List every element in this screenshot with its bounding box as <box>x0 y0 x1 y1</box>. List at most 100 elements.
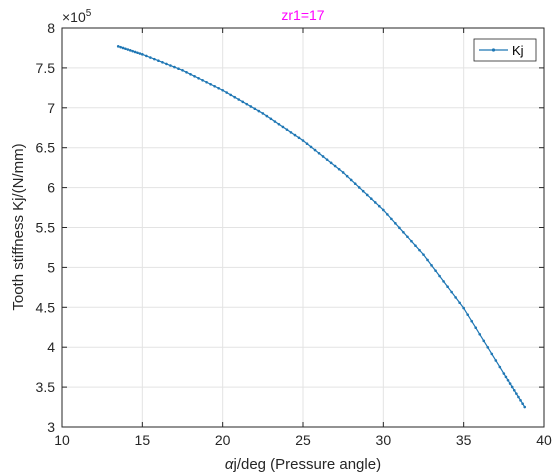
data-point <box>153 57 156 61</box>
data-point <box>369 197 373 200</box>
data-point <box>213 84 216 88</box>
data-point <box>221 88 224 92</box>
y-tick-label: 6 <box>47 180 55 196</box>
data-point <box>329 161 333 165</box>
data-point <box>378 204 381 208</box>
data-point <box>442 280 445 283</box>
data-point <box>462 306 465 310</box>
y-tick-label: 3.5 <box>36 379 56 395</box>
data-point <box>446 285 449 289</box>
data-point <box>237 98 241 101</box>
data-point <box>261 112 265 115</box>
data-point <box>131 49 134 53</box>
x-tick-label: 20 <box>215 432 231 448</box>
data-point <box>517 395 520 399</box>
data-point <box>116 45 120 48</box>
data-point <box>398 226 401 230</box>
data-point <box>169 64 172 67</box>
data-point <box>165 62 168 66</box>
data-point <box>257 109 261 113</box>
data-point <box>185 70 188 74</box>
data-point <box>161 61 164 64</box>
data-point <box>374 201 377 204</box>
data-point <box>293 133 297 137</box>
data-point <box>233 95 237 99</box>
x-tick-labels: 10 15 20 25 30 35 40 <box>54 432 552 448</box>
data-point <box>157 59 160 63</box>
data-point <box>337 167 341 171</box>
data-point <box>245 102 249 106</box>
data-point <box>325 158 329 161</box>
data-point <box>333 164 337 168</box>
y-tick-label: 7.5 <box>36 60 56 76</box>
data-point <box>277 122 281 126</box>
data-point <box>430 264 433 267</box>
x-axis-label-symbol: α <box>225 456 234 473</box>
y-tick-label: 5.5 <box>36 220 56 236</box>
data-point <box>458 301 461 305</box>
x-tick-label: 30 <box>376 432 392 448</box>
x-axis-label-text: j/deg (Pressure angle) <box>232 456 381 473</box>
series-layer <box>116 45 527 409</box>
data-point <box>422 253 425 256</box>
data-point <box>386 213 389 216</box>
data-point <box>273 120 277 123</box>
y-tick-labels: 3 3.5 4 4.5 5 5.5 6 6.5 7 7.5 8 <box>36 20 56 435</box>
data-point <box>478 332 482 336</box>
data-point <box>402 230 405 234</box>
data-point <box>229 93 232 97</box>
data-point <box>201 78 204 82</box>
data-point <box>523 405 527 409</box>
data-point <box>512 388 516 392</box>
legend: Kj <box>473 38 537 62</box>
data-point <box>349 178 353 182</box>
y-exponent-power: 5 <box>86 8 92 19</box>
data-point <box>313 148 317 152</box>
data-point <box>341 171 345 174</box>
data-point <box>345 174 349 178</box>
data-point <box>414 244 417 247</box>
y-tick-label: 5 <box>47 259 55 275</box>
data-point <box>177 67 180 70</box>
data-point <box>321 155 325 158</box>
data-point <box>454 296 457 299</box>
data-point <box>515 392 518 395</box>
data-point <box>225 91 228 94</box>
data-point <box>138 52 142 55</box>
data-point <box>149 56 152 59</box>
data-point <box>128 49 132 52</box>
y-exponent-label: ×105 <box>62 8 92 25</box>
data-point <box>504 375 508 379</box>
data-point <box>353 182 357 185</box>
data-point <box>410 239 413 243</box>
data-point <box>133 50 137 54</box>
data-point <box>361 189 365 193</box>
data-point <box>119 45 122 49</box>
data-point <box>289 131 293 134</box>
x-tick-label: 10 <box>54 432 70 448</box>
data-point <box>301 139 305 142</box>
data-point <box>285 128 289 131</box>
data-point <box>281 125 285 129</box>
data-point <box>357 186 361 189</box>
x-axis-label: αj/deg (Pressure angle) <box>225 456 381 473</box>
data-point <box>450 290 453 294</box>
data-point <box>486 346 490 349</box>
data-point <box>474 326 478 330</box>
data-point <box>249 105 253 108</box>
data-point <box>205 80 208 84</box>
data-point <box>498 365 502 369</box>
x-tick-label: 40 <box>536 432 552 448</box>
data-point <box>124 47 127 51</box>
data-point <box>490 352 494 356</box>
data-point <box>519 399 522 402</box>
data-point <box>121 46 125 50</box>
data-point <box>466 313 469 316</box>
data-point <box>253 107 257 111</box>
data-point <box>382 208 385 212</box>
y-tick-label: 8 <box>47 20 55 36</box>
y-axis-label: Tooth stiffness Kj/(N/mm) <box>10 143 27 310</box>
x-tick-label: 15 <box>135 432 151 448</box>
data-point <box>209 82 212 86</box>
